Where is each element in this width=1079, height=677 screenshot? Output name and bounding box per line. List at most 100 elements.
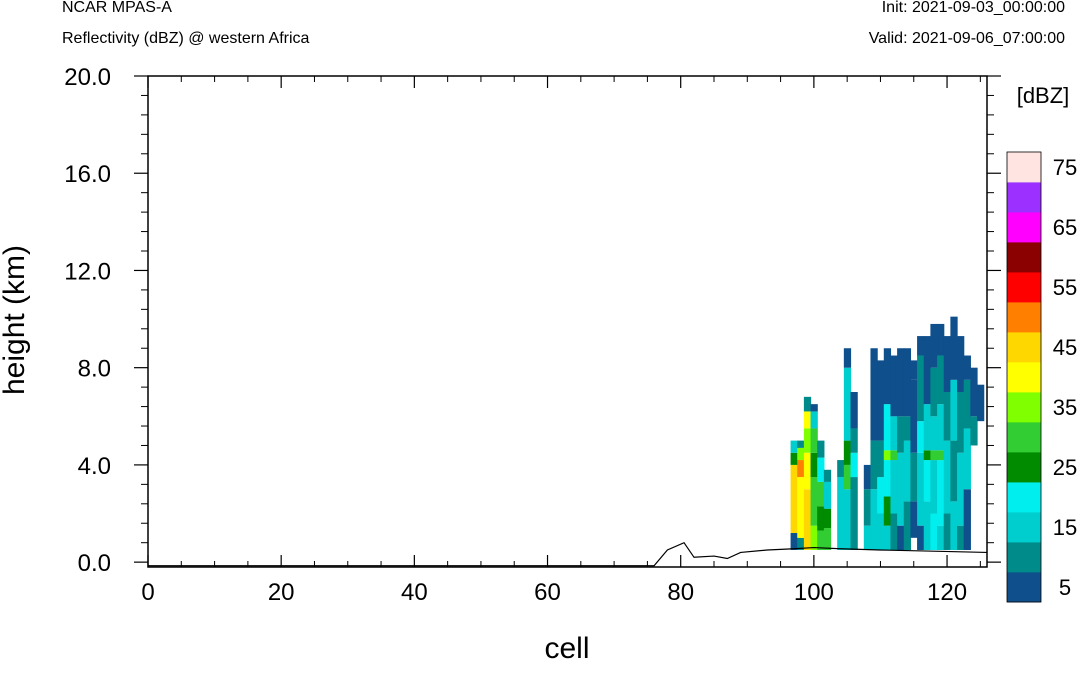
- y-axis-label: height (km): [0, 245, 31, 395]
- reflectivity-cell-123-0: [963, 489, 971, 550]
- reflectivity-cell-125-0: [977, 384, 985, 422]
- reflectivity-cell-113-1: [897, 452, 905, 526]
- reflectivity-cell-114-3: [903, 348, 912, 417]
- init-time: Init: 2021-09-03_00:00:00: [881, 0, 1065, 16]
- valid-time: Valid: 2021-09-06_07:00:00: [868, 30, 1065, 47]
- plot-axes: 0 20 40 60 80 100 120 0.0 4.0 8.0 12.0 16.0 20.0: [64, 64, 1001, 606]
- colorbar-swatch-25: [1007, 452, 1041, 483]
- reflectivity-cell-113-0: [897, 525, 905, 550]
- reflectivity-cell-112-2: [890, 450, 898, 461]
- reflectivity-cell-115-3: [910, 360, 918, 380]
- reflectivity-cell-119-4: [937, 355, 945, 405]
- reflectivity-cell-110-3: [877, 360, 885, 441]
- plot-frame: [147, 75, 988, 568]
- reflectivity-cell-115-0: [910, 501, 918, 538]
- y-tick-label: 0.0: [78, 550, 111, 577]
- reflectivity-cell-119-0: [937, 525, 945, 550]
- reflectivity-cell-98-2: [797, 460, 805, 478]
- reflectivity-cell-122-1: [957, 452, 965, 526]
- reflectivity-cell-112-0: [890, 513, 898, 550]
- colorbar-tick-label: 75: [1053, 155, 1077, 180]
- reflectivity-cell-105-4: [843, 348, 852, 368]
- reflectivity-cell-114-2: [903, 416, 912, 441]
- reflectivity-cell-116-1: [917, 452, 925, 526]
- reflectivity-cell-99-3: [803, 411, 812, 429]
- reflectivity-cell-112-4: [890, 355, 898, 417]
- terrain-line: [148, 541, 988, 567]
- colorbar-tick-label: 35: [1053, 395, 1077, 420]
- reflectivity-cell-100-4: [810, 411, 818, 429]
- colorbar-swatch-30: [1007, 422, 1041, 453]
- reflectivity-cell-123-3: [963, 355, 971, 380]
- colorbar-tick-label: 25: [1053, 455, 1077, 480]
- colorbar-swatch-40: [1007, 362, 1041, 393]
- reflectivity-cell-97-0: [790, 532, 798, 550]
- reflectivity-cell-100-0: [810, 525, 818, 550]
- reflectivity-cell-112-3: [890, 416, 898, 451]
- reflectivity-cell-118-1: [930, 460, 938, 514]
- colorbar-outline: [1006, 151, 1042, 603]
- reflectivity-cell-98-3: [797, 447, 805, 461]
- reflectivity-cell-121-2: [950, 379, 958, 441]
- reflectivity-cell-100-3: [810, 428, 818, 453]
- reflectivity-cell-109-1: [870, 440, 878, 490]
- reflectivity-cell-106-2: [850, 428, 858, 453]
- reflectivity-cell-97-2: [790, 452, 798, 465]
- model-title: NCAR MPAS-A: [62, 0, 172, 16]
- reflectivity-cell-98-1: [797, 477, 805, 538]
- reflectivity-cell-101-2: [817, 481, 825, 507]
- reflectivity-cell-122-3: [957, 336, 965, 392]
- reflectivity-cell-108-0: [863, 525, 872, 550]
- reflectivity-cell-121-0: [950, 501, 958, 550]
- reflectivity-cell-121-3: [950, 316, 958, 380]
- colorbar-tick-label: 65: [1053, 215, 1077, 240]
- reflectivity-cell-99-0: [803, 489, 812, 550]
- reflectivity-cell-102-1: [823, 508, 832, 529]
- y-tick-label: 12.0: [64, 258, 111, 285]
- reflectivity-cell-116-0: [917, 525, 925, 550]
- reflectivity-cell-105-1: [843, 464, 852, 490]
- reflectivity-cell-101-1: [817, 506, 825, 531]
- reflectivity-cell-122-0: [957, 525, 965, 550]
- colorbar: 5 15 25 35 45 55 65 75: [1006, 151, 1077, 603]
- x-tick-label: 40: [401, 579, 428, 606]
- reflectivity-cell-105-3: [843, 367, 852, 441]
- reflectivity-cell-118-2: [930, 450, 938, 461]
- reflectivity-cell-120-0: [943, 513, 951, 550]
- colorbar-swatch-65: [1007, 212, 1041, 243]
- reflectivity-cell-100-2: [810, 452, 818, 478]
- reflectivity-cell-118-4: [930, 367, 938, 417]
- reflectivity-cell-124-1: [970, 367, 978, 417]
- colorbar-swatch-35: [1007, 392, 1041, 423]
- reflectivity-cell-114-1: [903, 440, 912, 502]
- reflectivity-cell-119-5: [937, 323, 945, 356]
- reflectivity-cell-123-1: [963, 428, 971, 490]
- colorbar-swatch-55: [1007, 272, 1041, 303]
- reflectivity-cell-105-2: [843, 440, 852, 465]
- reflectivity-cell-111-3: [883, 450, 892, 461]
- reflectivity-cell-104-1: [837, 460, 845, 478]
- reflectivity-cell-101-3: [817, 457, 825, 482]
- colorbar-swatch-5: [1007, 572, 1041, 603]
- reflectivity-cell-118-5: [930, 323, 938, 368]
- reflectivity-cell-109-2: [870, 348, 878, 441]
- reflectivity-cell-100-5: [810, 404, 818, 412]
- reflectivity-cell-111-1: [883, 496, 892, 526]
- reflectivity-cell-109-0: [870, 489, 878, 550]
- reflectivity-cell-118-0: [930, 513, 938, 550]
- colorbar-swatch-45: [1007, 332, 1041, 363]
- reflectivity-cell-102-2: [823, 481, 832, 509]
- reflectivity-cell-101-4: [817, 440, 825, 458]
- x-tick-label: 60: [534, 579, 561, 606]
- reflectivity-cell-117-2: [923, 450, 931, 461]
- reflectivity-cell-119-1: [937, 460, 945, 526]
- reflectivity-cell-115-1: [910, 452, 918, 502]
- reflectivity-cell-106-1: [850, 452, 858, 478]
- reflectivity-cell-111-4: [883, 404, 892, 451]
- reflectivity-cell-108-2: [863, 464, 872, 490]
- reflectivity-cell-120-2: [943, 391, 951, 441]
- reflectivity-cell-114-0: [903, 501, 912, 550]
- x-tick-label: 120: [927, 579, 967, 606]
- reflectivity-cell-111-5: [883, 348, 892, 405]
- colorbar-swatch-15: [1007, 512, 1041, 543]
